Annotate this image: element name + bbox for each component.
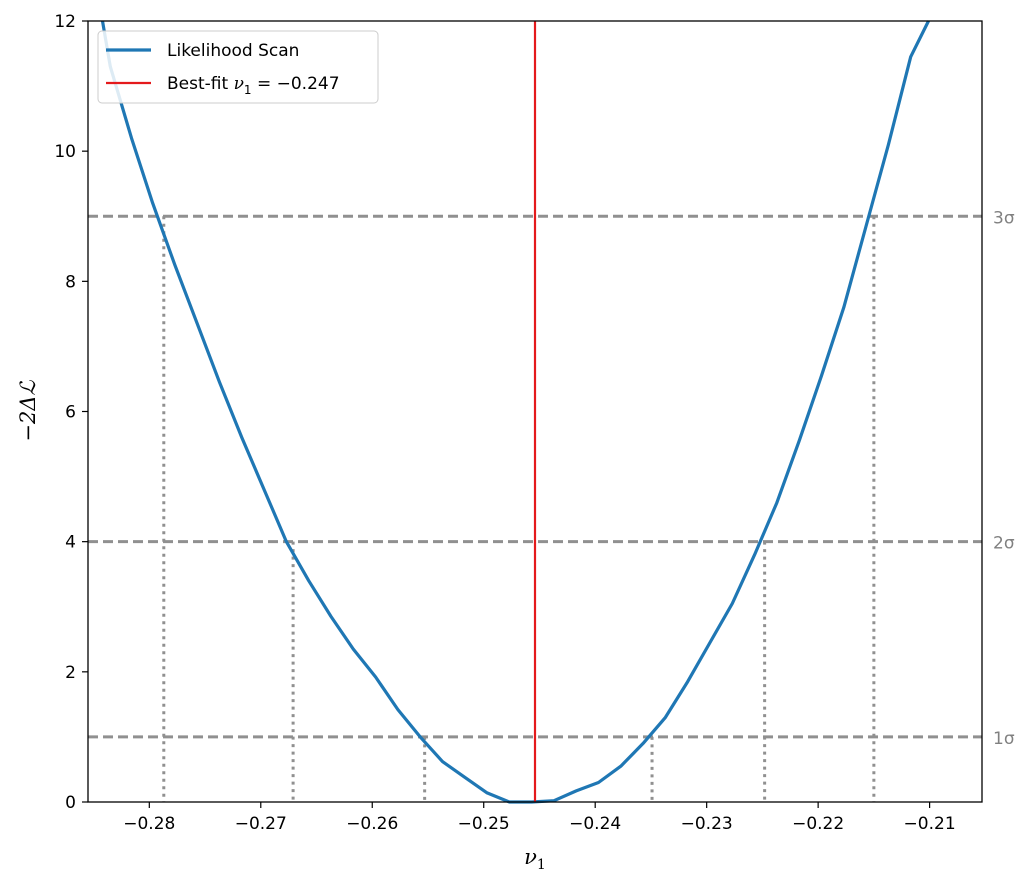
y-tick-label: 2 (65, 663, 76, 683)
legend: Likelihood Scan Best-fit ν1 = −0.247 (97, 30, 379, 104)
sigma-label-1: 1σ (993, 729, 1015, 749)
x-tick-label: −0.21 (904, 814, 956, 834)
x-tick-label: −0.22 (792, 814, 844, 834)
x-tick-label: −0.24 (569, 814, 621, 834)
legend-box (97, 30, 379, 104)
y-tick-label: 0 (65, 793, 76, 813)
sigma-threshold-lines (88, 214, 982, 739)
sigma-label-3: 3σ (993, 208, 1015, 228)
x-axis-title: ν1 (524, 845, 546, 873)
y-tick-label: 10 (54, 142, 76, 162)
x-tick-label: −0.26 (346, 814, 398, 834)
x-axis: −0.28 −0.27 −0.26 −0.25 −0.24 −0.23 −0.22 −0.21 (123, 802, 956, 834)
legend-label-scan: Likelihood Scan (167, 41, 299, 61)
y-tick-label: 8 (65, 272, 76, 292)
y-tick-label: 4 (65, 533, 76, 553)
x-tick-label: −0.27 (235, 814, 287, 834)
sigma-label-2: 2σ (993, 534, 1015, 554)
x-tick-label: −0.28 (123, 814, 175, 834)
y-tick-label: 6 (65, 403, 76, 423)
y-axis-title: −2Δℒ (16, 380, 40, 442)
x-tick-label: −0.25 (458, 814, 510, 834)
sigma-crossing-lines (162, 216, 876, 802)
sigma-labels: 1σ 2σ 3σ (993, 208, 1015, 749)
y-tick-label: 12 (54, 12, 76, 32)
x-tick-label: −0.23 (681, 814, 733, 834)
legend-label-best-fit: Best-fit ν1 = −0.247 (167, 74, 340, 97)
y-axis: 0 2 4 6 8 10 12 (54, 12, 88, 813)
